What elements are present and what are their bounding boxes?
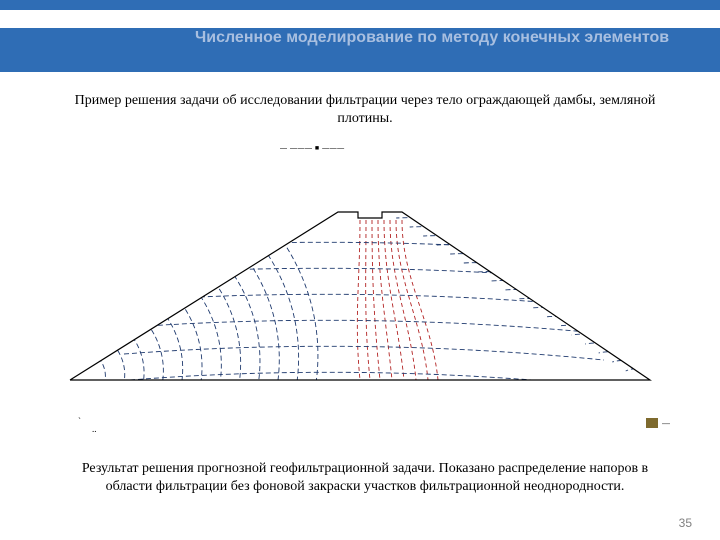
legend: —	[646, 418, 670, 428]
slide-root: Численное моделирование по методу конечн…	[0, 0, 720, 540]
dam-svg	[60, 160, 660, 420]
page-number: 35	[679, 516, 692, 530]
slide-title: Численное моделирование по методу конечн…	[195, 28, 675, 48]
dam-contour-figure	[60, 160, 660, 420]
tiny-mark: ˋ	[78, 416, 81, 426]
figure-small-label: — ——— ■ ———	[280, 145, 440, 152]
legend-label: —	[662, 419, 670, 428]
intro-text: Пример решения задачи об исследовании фи…	[70, 92, 660, 128]
top-strip	[0, 0, 720, 10]
caption-text: Результат решения прогнозной геофильтрац…	[70, 460, 660, 496]
legend-swatch	[646, 418, 658, 428]
tiny-dots: ..	[92, 424, 97, 434]
